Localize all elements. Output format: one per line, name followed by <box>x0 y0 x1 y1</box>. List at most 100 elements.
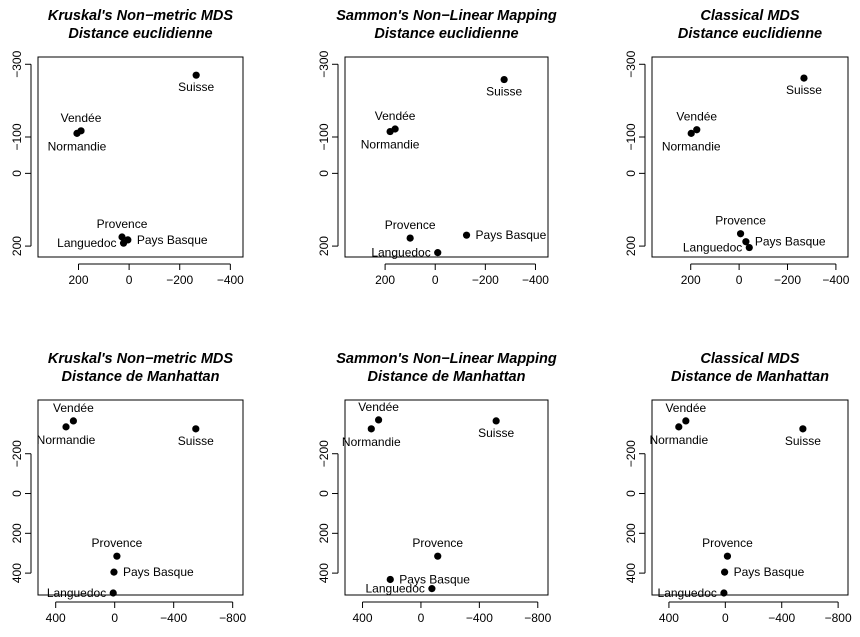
x-tick-label: −200 <box>166 273 193 287</box>
data-point <box>675 423 683 431</box>
chart-panel: Sammon's Non−Linear Mapping Distance eucl… <box>317 8 557 287</box>
y-tick-label: 200 <box>10 236 24 256</box>
chart-subtitle: Distance de Manhattan <box>62 369 220 385</box>
data-point <box>192 71 200 79</box>
point-label: Normandie <box>342 435 401 449</box>
y-tick-label: 400 <box>317 563 331 583</box>
point-label: Pays Basque <box>137 233 208 247</box>
chart-subtitle: Distance de Manhattan <box>671 369 829 385</box>
plot-frame <box>37 399 244 596</box>
plot-frame <box>344 56 549 258</box>
point-label: Languedoc <box>371 246 430 260</box>
x-tick-label: 400 <box>659 611 679 625</box>
point-label: Normandie <box>37 433 96 447</box>
point-label: Provence <box>97 217 148 231</box>
point-label: Vendée <box>676 110 717 124</box>
x-tick-label: 400 <box>46 611 66 625</box>
data-point <box>720 589 728 597</box>
plot-frame <box>651 56 849 258</box>
chart-panel: Kruskal's Non−metric MDS Distance de Manh… <box>10 351 247 625</box>
point-label: Vendée <box>358 400 399 414</box>
chart-subtitle: Distance euclidienne <box>68 26 212 42</box>
chart-title: Classical MDS <box>700 8 799 24</box>
data-point <box>462 231 471 239</box>
y-tick-label: 0 <box>10 170 24 177</box>
x-tick-label: −800 <box>524 611 551 625</box>
x-tick-label: 0 <box>418 611 425 625</box>
chart-panel: Sammon's Non−Linear Mapping Distance de M… <box>317 351 557 625</box>
x-tick-label: −800 <box>219 611 246 625</box>
chart-title: Classical MDS <box>700 351 799 367</box>
x-tick-label: 200 <box>681 273 701 287</box>
data-point <box>682 417 690 425</box>
data-point <box>799 425 807 433</box>
y-tick-label: −100 <box>10 123 24 150</box>
data-point <box>723 552 732 560</box>
y-tick-label: 200 <box>317 236 331 256</box>
x-tick-label: −400 <box>822 273 849 287</box>
chart-panel: Kruskal's Non−metric MDS Distance euclidi… <box>10 8 244 287</box>
x-tick-label: 0 <box>111 611 118 625</box>
data-point <box>192 425 200 433</box>
x-tick-label: 0 <box>432 273 439 287</box>
x-tick-label: 0 <box>722 611 729 625</box>
data-point <box>69 417 77 425</box>
x-tick-label: 200 <box>375 273 395 287</box>
x-tick-label: 0 <box>126 273 133 287</box>
point-label: Pays Basque <box>734 565 805 579</box>
data-point <box>434 552 442 560</box>
point-label: Vendée <box>665 401 706 415</box>
data-point <box>374 416 383 424</box>
point-label: Pays Basque <box>476 228 547 242</box>
point-label: Normandie <box>649 433 708 447</box>
point-label: Normandie <box>662 139 721 153</box>
data-point <box>745 243 753 252</box>
point-label: Vendée <box>53 401 94 415</box>
chart-panel: Classical MDS Distance de Manhattan 400 0 −4… <box>624 351 852 625</box>
y-tick-label: −200 <box>624 440 638 467</box>
y-tick-label: 0 <box>317 490 331 497</box>
plot-frame <box>344 399 549 596</box>
chart-subtitle: Distance euclidienne <box>678 26 822 42</box>
point-label: Suisse <box>478 426 514 440</box>
x-tick-label: −400 <box>466 611 493 625</box>
y-tick-label: −100 <box>317 123 331 150</box>
y-tick-label: 0 <box>624 490 638 497</box>
data-point <box>492 417 500 425</box>
point-label: Normandie <box>48 139 107 153</box>
y-tick-label: −300 <box>624 50 638 77</box>
y-tick-label: 200 <box>10 523 24 543</box>
chart-subtitle: Distance de Manhattan <box>368 369 526 385</box>
y-tick-label: −100 <box>624 123 638 150</box>
point-label: Suisse <box>486 85 522 99</box>
point-label: Suisse <box>786 83 822 97</box>
point-label: Vendée <box>61 111 102 125</box>
data-point <box>800 74 808 82</box>
x-tick-label: −400 <box>768 611 795 625</box>
x-tick-label: 400 <box>353 611 373 625</box>
point-label: Provence <box>412 536 463 550</box>
y-tick-label: −200 <box>10 440 24 467</box>
point-label: Languedoc <box>366 582 425 596</box>
data-point <box>693 126 701 134</box>
x-tick-label: −200 <box>774 273 801 287</box>
x-tick-label: −400 <box>217 273 244 287</box>
data-point <box>118 233 126 241</box>
data-point <box>736 230 745 238</box>
y-tick-label: 0 <box>10 490 24 497</box>
chart-panel: Classical MDS Distance euclidienne 200 0 −20… <box>624 8 850 287</box>
data-point <box>687 129 695 137</box>
point-label: Pays Basque <box>755 235 826 249</box>
data-point <box>110 568 118 576</box>
point-label: Vendée <box>375 109 416 123</box>
data-point <box>62 423 70 431</box>
point-label: Normandie <box>361 138 420 152</box>
point-label: Suisse <box>178 80 214 94</box>
data-point <box>500 75 508 84</box>
data-point <box>113 552 121 560</box>
plot-frame <box>37 56 244 258</box>
point-label: Languedoc <box>683 241 742 255</box>
data-point <box>428 585 436 593</box>
point-label: Suisse <box>178 434 214 448</box>
